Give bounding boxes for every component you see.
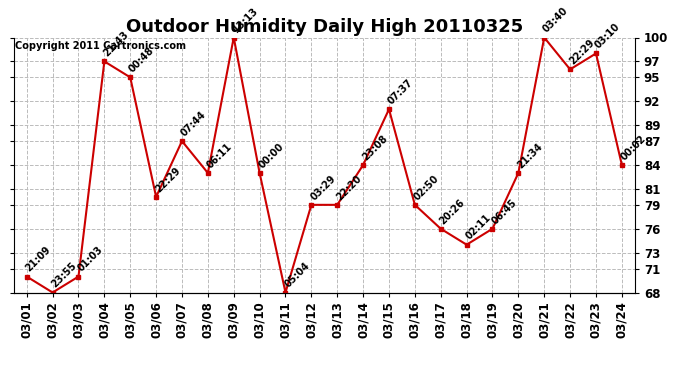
Text: 06:45: 06:45 — [490, 197, 519, 226]
Text: 03:29: 03:29 — [308, 173, 337, 202]
Text: Copyright 2011 Cartronics.com: Copyright 2011 Cartronics.com — [15, 41, 186, 51]
Text: 02:50: 02:50 — [412, 173, 441, 202]
Text: 23:55: 23:55 — [50, 261, 79, 290]
Text: 20:26: 20:26 — [438, 197, 467, 226]
Text: 22:20: 22:20 — [335, 173, 364, 202]
Text: 02:11: 02:11 — [464, 213, 493, 242]
Text: 21:34: 21:34 — [515, 141, 544, 170]
Text: 00:02: 00:02 — [619, 133, 648, 162]
Text: 22:29: 22:29 — [153, 165, 182, 194]
Text: 03:10: 03:10 — [593, 22, 622, 51]
Text: 22:29: 22:29 — [567, 38, 596, 67]
Text: 13:13: 13:13 — [231, 6, 260, 35]
Text: 07:44: 07:44 — [179, 110, 208, 138]
Text: 21:43: 21:43 — [101, 30, 130, 58]
Text: 07:37: 07:37 — [386, 78, 415, 106]
Text: 03:40: 03:40 — [542, 6, 571, 35]
Text: 01:03: 01:03 — [76, 245, 105, 274]
Text: 06:11: 06:11 — [205, 141, 234, 170]
Text: 23:08: 23:08 — [360, 133, 389, 162]
Title: Outdoor Humidity Daily High 20110325: Outdoor Humidity Daily High 20110325 — [126, 18, 523, 36]
Text: 05:04: 05:04 — [283, 261, 312, 290]
Text: 00:00: 00:00 — [257, 141, 286, 170]
Text: 21:09: 21:09 — [24, 245, 53, 274]
Text: 00:48: 00:48 — [128, 45, 157, 75]
